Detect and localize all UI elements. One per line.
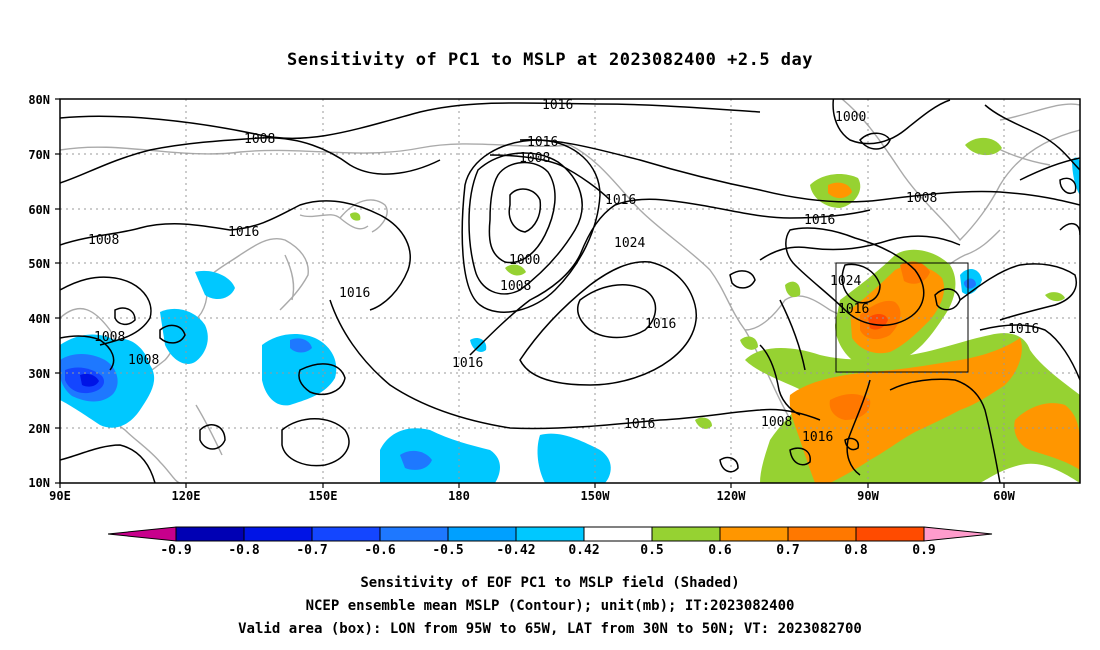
colorbar-swatch (855, 526, 925, 542)
colorbar-swatch (787, 526, 857, 542)
contour-label: 1016 (452, 356, 483, 371)
contour-label: 1008 (761, 415, 792, 430)
colorbar-labels: -0.9 -0.8 -0.7 -0.6 -0.5 -0.42 0.42 0.5 … (108, 543, 993, 561)
colorbar-tick-label: -0.5 (432, 543, 464, 558)
caption-line-3: Valid area (box): LON from 95W to 65W, L… (238, 621, 862, 637)
colorbar-swatch (515, 526, 585, 542)
colorbar-tick-label: 0.6 (708, 543, 732, 558)
mslp-contours (60, 99, 1080, 483)
caption-line-2: NCEP ensemble mean MSLP (Contour); unit(… (305, 598, 795, 614)
colorbar-neg-end (108, 526, 177, 542)
colorbar-swatch (175, 526, 245, 542)
contour-label: 1008 (88, 233, 119, 248)
contour-label: 1016 (228, 225, 259, 240)
colorbar-swatch (379, 526, 449, 542)
map-frame (59, 98, 1081, 484)
contour-label: 1000 (509, 253, 540, 268)
contour-label: 1000 (835, 110, 866, 125)
lon-label: 90W (857, 489, 879, 503)
lon-label: 90E (49, 489, 71, 503)
lat-label: 50N (28, 257, 50, 271)
contour-label: 1008 (94, 330, 125, 345)
colorbar-tick-label: 0.8 (844, 543, 868, 558)
contour-label: 1024 (614, 236, 645, 251)
colorbar-tick-label: 0.5 (640, 543, 664, 558)
contour-labels: 1016 1008 1016 1008 1016 1016 1024 1000 … (88, 98, 1039, 445)
colorbar-swatch (243, 526, 313, 542)
colorbar-pos-end (923, 526, 993, 542)
colorbar-tick-label: -0.7 (296, 543, 328, 558)
colorbar-swatch (311, 526, 381, 542)
colorbar-tick-label: -0.8 (228, 543, 260, 558)
shaded-sensitivity (60, 137, 1080, 483)
lat-label: 30N (28, 367, 50, 381)
lon-label: 60W (993, 489, 1015, 503)
contour-label: 1008 (906, 191, 937, 206)
contour-label: 1016 (605, 193, 636, 208)
contour-label: 1016 (339, 286, 370, 301)
contour-label: 1008 (128, 353, 159, 368)
lon-label: 120W (717, 489, 747, 503)
contour-label: 1016 (802, 430, 833, 445)
lat-label: 20N (28, 422, 50, 436)
contour-label: 1008 (244, 132, 275, 147)
lat-label: 10N (28, 476, 50, 490)
colorbar-tick-label: -0.9 (160, 543, 192, 558)
latitude-labels: 80N 70N 60N 50N 40N 30N 20N 10N (28, 93, 50, 490)
colorbar-tick-label: 0.7 (776, 543, 800, 558)
contour-label: 1016 (527, 135, 558, 150)
colorbar-swatch (447, 526, 517, 542)
lat-label: 80N (28, 93, 50, 107)
colorbar-tick-label: 0.42 (568, 543, 600, 558)
contour-label: 1016 (624, 417, 655, 432)
lat-label: 70N (28, 148, 50, 162)
colorbar-tick-label: -0.42 (496, 543, 536, 558)
contour-label: 1016 (645, 317, 676, 332)
lon-label: 150W (581, 489, 611, 503)
lat-label: 40N (28, 312, 50, 326)
contour-label: 1016 (542, 98, 573, 113)
lon-label: 150E (309, 489, 338, 503)
lon-label: 120E (172, 489, 201, 503)
lat-label: 60N (28, 203, 50, 217)
contour-label: 1024 (830, 274, 861, 289)
valid-area-box (835, 262, 969, 373)
colorbar-swatch (651, 526, 721, 542)
contour-label: 1008 (519, 151, 550, 166)
colorbar-swatch (719, 526, 789, 542)
lon-label: 180 (448, 489, 470, 503)
colorbar-tick-label: -0.6 (364, 543, 396, 558)
contour-label: 1008 (500, 279, 531, 294)
colorbar (108, 526, 993, 542)
colorbar-tick-label: 0.9 (912, 543, 936, 558)
longitude-labels: 90E 120E 150E 180 150W 120W 90W 60W (49, 489, 1015, 503)
contour-label: 1016 (804, 213, 835, 228)
colorbar-swatch (583, 526, 653, 542)
tick-marks (55, 98, 1005, 488)
caption-line-1: Sensitivity of EOF PC1 to MSLP field (Sh… (360, 575, 740, 591)
figure-title: Sensitivity of PC1 to MSLP at 2023082400… (286, 50, 813, 70)
contour-label: 1016 (838, 302, 869, 317)
contour-label: 1016 (1008, 322, 1039, 337)
